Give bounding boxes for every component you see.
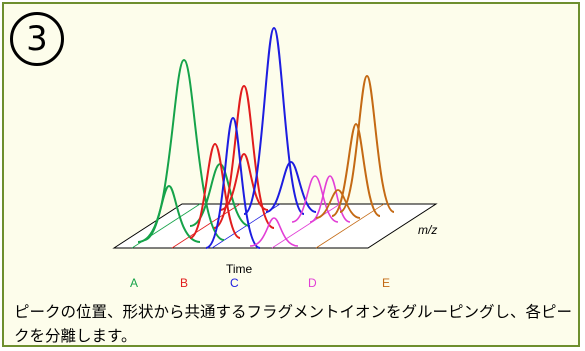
- chromatogram-figure: m/z Time A B C D E: [112, 26, 438, 290]
- peak-curve: [291, 175, 339, 223]
- peak-group-b: [189, 84, 275, 239]
- figure-panel: 3: [2, 2, 580, 347]
- peak-group-e: [315, 74, 395, 219]
- peak-curve: [213, 84, 275, 229]
- caption-text: ピークの位置、形状から共通するフラグメントイオンをグルーピングし、各ピークを分離…: [14, 303, 573, 345]
- base-plane: [112, 203, 438, 249]
- peak-curve: [137, 184, 201, 243]
- component-label-b: B: [180, 276, 188, 290]
- peak-curve: [189, 142, 241, 239]
- peak-curve: [243, 26, 305, 215]
- mz-axis-label: m/z: [418, 223, 437, 237]
- component-label-c: C: [230, 276, 239, 290]
- component-label-d: D: [308, 276, 317, 290]
- time-axis-label: Time: [226, 262, 253, 276]
- peak-curve: [249, 217, 299, 247]
- step-number-text: 3: [26, 19, 48, 59]
- peak-curve: [315, 189, 361, 219]
- peak-curve: [339, 74, 395, 213]
- peak-curve: [205, 116, 261, 249]
- step-number-badge: 3: [10, 12, 64, 66]
- peak-curve: [219, 152, 269, 211]
- component-label-a: A: [130, 276, 138, 290]
- component-label-e: E: [382, 276, 390, 290]
